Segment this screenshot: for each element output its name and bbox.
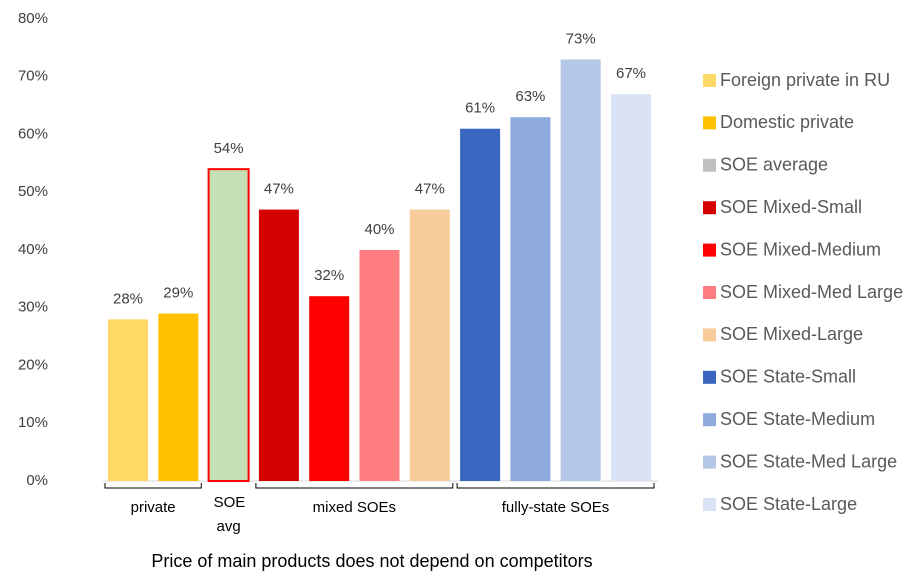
legend-swatch	[703, 116, 716, 130]
legend-swatch	[703, 328, 716, 342]
y-tick-label: 20%	[18, 356, 48, 373]
value-label: 63%	[515, 88, 545, 105]
group-bracket	[456, 483, 655, 489]
bar	[611, 94, 651, 481]
group-label: SOE avg	[213, 494, 246, 535]
bar	[309, 296, 350, 481]
value-label: 54%	[214, 140, 244, 157]
legend-swatch	[703, 498, 716, 511]
y-tick-label: 80%	[18, 10, 48, 27]
legend-label: SOE average	[720, 155, 828, 175]
value-label: 29%	[163, 284, 193, 301]
legend-label: SOE Mixed-Large	[720, 324, 863, 344]
group-label: fully-state SOEs	[502, 499, 610, 516]
legend-label: SOE State-Small	[720, 367, 856, 387]
y-tick-label: 40%	[18, 241, 48, 258]
value-label: 61%	[465, 100, 495, 117]
x-axis-title: Price of main products does not depend o…	[151, 551, 592, 571]
legend-label: SOE Mixed-Medium	[720, 239, 881, 259]
group-label: mixed SOEs	[313, 499, 396, 516]
legend-label: SOE State-Medium	[720, 409, 875, 429]
group-label: private	[131, 499, 176, 516]
legend-label: Domestic private	[720, 112, 854, 132]
legend-swatch	[703, 201, 716, 215]
legend-label: Foreign private in RU	[720, 70, 890, 90]
value-label: 32%	[314, 267, 344, 284]
bar	[359, 250, 400, 481]
value-label: 47%	[264, 181, 294, 198]
group-bracket	[255, 483, 454, 489]
legend-swatch	[703, 413, 716, 427]
legend-swatch	[703, 370, 716, 384]
bar	[560, 59, 601, 482]
bar	[510, 117, 551, 482]
y-tick-label: 60%	[18, 125, 48, 142]
legend-swatch	[703, 158, 716, 172]
y-tick-label: 70%	[18, 68, 48, 85]
value-label: 40%	[364, 221, 394, 238]
legend-swatch	[703, 74, 716, 87]
bar	[158, 313, 199, 481]
bar	[108, 319, 148, 481]
y-tick-label: 50%	[18, 183, 48, 200]
legend-label: SOE State-Large	[720, 494, 857, 514]
legend-swatch	[703, 455, 716, 469]
bar	[460, 128, 501, 481]
value-label: 28%	[113, 290, 143, 307]
y-tick-label: 30%	[18, 299, 48, 316]
value-label: 67%	[616, 65, 646, 82]
group-bracket	[104, 483, 202, 489]
legend-label: SOE Mixed-Med Large	[720, 282, 903, 302]
legend-label: SOE State-Med Large	[720, 451, 897, 471]
legend-swatch	[703, 243, 716, 257]
y-tick-label: 0%	[26, 472, 48, 489]
bar	[409, 209, 450, 481]
y-tick-label: 10%	[18, 414, 48, 431]
legend-swatch	[703, 286, 716, 299]
bar	[258, 209, 299, 481]
value-label: 47%	[415, 181, 445, 198]
bar	[207, 168, 250, 482]
value-label: 73%	[566, 30, 596, 47]
legend-label: SOE Mixed-Small	[720, 197, 862, 217]
